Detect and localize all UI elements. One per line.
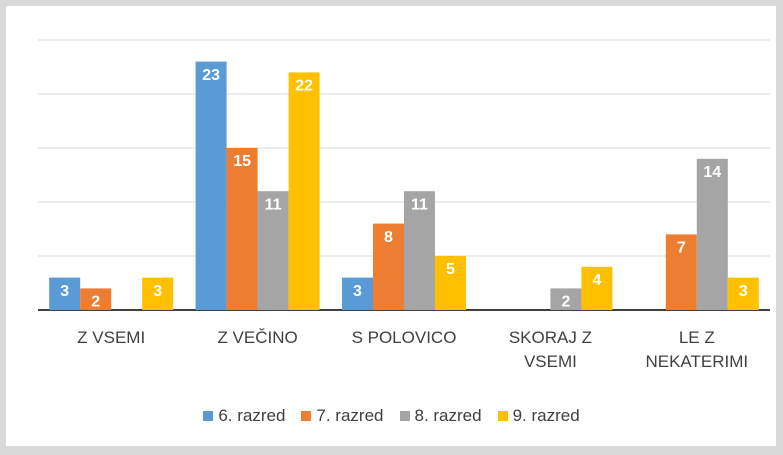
legend: 6. razred 7. razred 8. razred 9. razred (0, 406, 783, 426)
bar (373, 223, 404, 310)
bar (342, 277, 373, 310)
legend-item: 6. razred (203, 406, 285, 426)
bar (581, 266, 613, 310)
legend-swatch (399, 411, 410, 421)
legend-swatch (497, 411, 508, 421)
data-label: 15 (233, 153, 251, 170)
bar (226, 148, 258, 310)
data-label: 22 (295, 78, 313, 95)
data-label: 14 (703, 164, 721, 181)
bar (257, 191, 289, 310)
legend-item: 9. razred (497, 406, 580, 426)
bar (550, 288, 582, 310)
bar (288, 72, 320, 311)
data-label: 11 (411, 196, 428, 213)
data-label: 23 (202, 67, 220, 84)
bar (435, 256, 466, 310)
data-label: 3 (60, 283, 69, 300)
data-label: 3 (153, 283, 162, 300)
data-label: 7 (677, 240, 686, 257)
x-tick-label: LE Z NEKATERIMI (645, 328, 749, 371)
legend-swatch (203, 411, 214, 421)
legend-label: 9. razred (512, 406, 580, 425)
legend-label: 8. razred (414, 406, 482, 425)
data-label: 2 (91, 294, 100, 311)
data-label: 4 (592, 272, 601, 289)
bar (49, 277, 81, 310)
bar (404, 191, 435, 310)
x-tick-label: Z VSEMI (77, 328, 146, 347)
bar (195, 61, 227, 310)
x-tick-label: S POLOVICO (351, 328, 457, 347)
bar (80, 288, 112, 310)
data-label: 8 (384, 229, 393, 246)
bar (696, 158, 728, 310)
legend-label: 6. razred (218, 406, 286, 425)
bar (665, 234, 697, 310)
x-tick-label: SKORAJ Z VSEMI (508, 328, 592, 371)
bar (142, 277, 174, 310)
data-label: 3 (739, 283, 748, 300)
legend-item: 8. razred (399, 406, 482, 426)
data-label: 0 (122, 295, 131, 312)
data-label: 11 (265, 196, 282, 213)
data-label: 2 (561, 294, 570, 311)
data-label: 3 (353, 283, 362, 300)
legend-label: 7. razred (316, 406, 384, 425)
x-tick-label: Z VEČINO (217, 328, 298, 347)
legend-item: 7. razred (301, 406, 384, 426)
data-label: 5 (446, 261, 455, 278)
bar (727, 277, 759, 310)
legend-swatch (301, 411, 312, 421)
